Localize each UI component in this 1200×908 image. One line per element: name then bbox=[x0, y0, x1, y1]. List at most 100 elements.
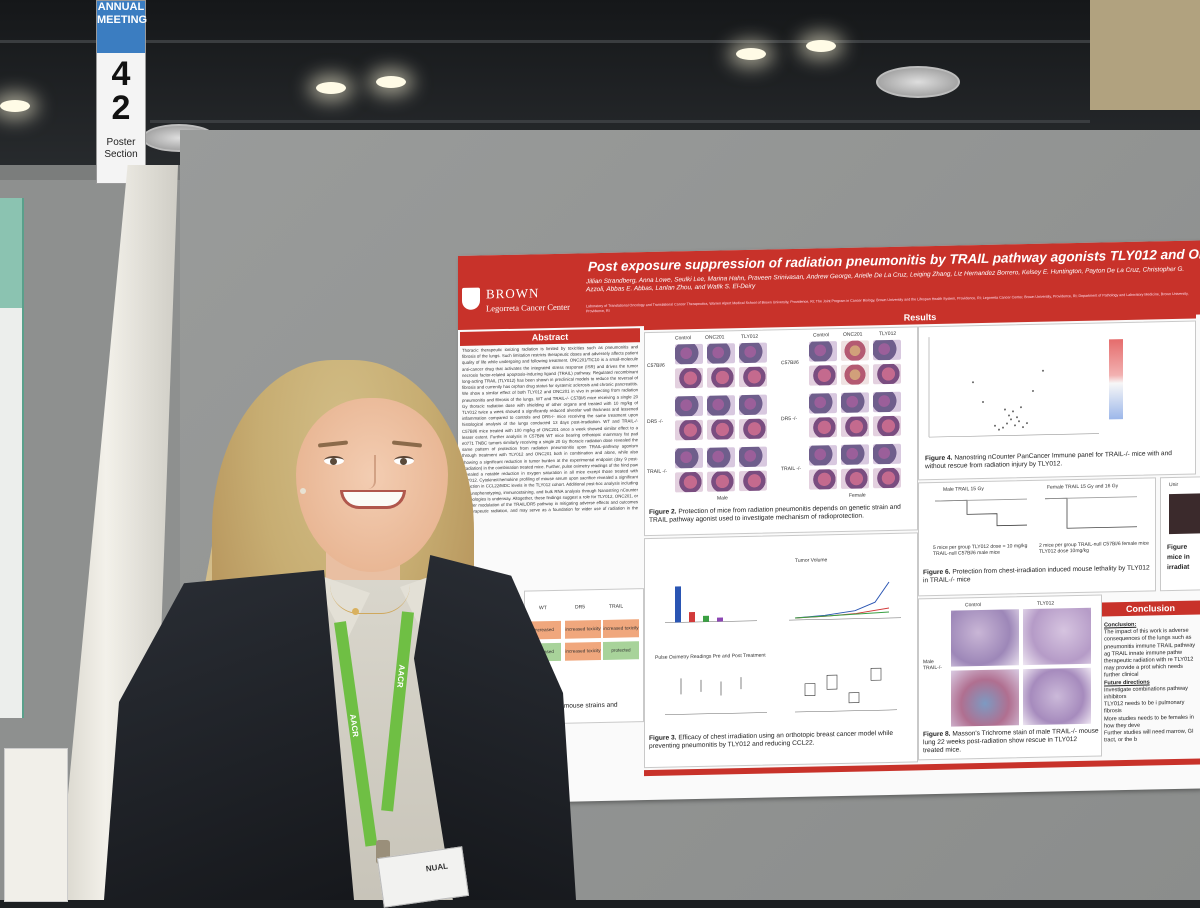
fig8-col-control: Control bbox=[965, 602, 982, 609]
fig3-tumor-volume-title: Tumor Volume bbox=[795, 557, 828, 564]
fig3-pulse-ox-chart bbox=[665, 677, 767, 715]
histology-image bbox=[809, 469, 837, 490]
fragment-top: Unir bbox=[1169, 481, 1179, 489]
histology-image bbox=[675, 367, 703, 389]
histology-image bbox=[739, 366, 767, 388]
ceiling-beam bbox=[150, 120, 1090, 123]
logo-name: BROWN bbox=[486, 285, 540, 302]
fig6-female-title: Female TRAIL 15 Gy and 16 Gy bbox=[1047, 483, 1119, 491]
volcano-plot bbox=[928, 337, 1099, 438]
ceiling-vent bbox=[876, 66, 960, 98]
necklace-pendant bbox=[352, 608, 359, 615]
necklace bbox=[330, 585, 410, 614]
fig3-caption-text: Efficacy of chest irradiation using an o… bbox=[649, 729, 893, 750]
sign-meeting-label: ANNUAL MEETING bbox=[97, 1, 147, 53]
table-cell: protected bbox=[603, 641, 639, 660]
histology-image bbox=[841, 416, 869, 437]
fig3-box-plot bbox=[795, 667, 897, 713]
table-cell: increased toxicity bbox=[565, 642, 601, 661]
lanyard-text: AACR bbox=[395, 664, 407, 689]
table-col-wt: WT bbox=[539, 605, 547, 612]
future-item: Further studies will need marrow, GI tra… bbox=[1104, 728, 1194, 744]
ceiling-light bbox=[376, 76, 406, 88]
fig2-row-trail-f: TRAIL -/- bbox=[781, 465, 802, 473]
histology-image bbox=[707, 419, 735, 440]
conclusion-body: Conclusion: The impact of this work is a… bbox=[1104, 620, 1200, 772]
fig2-col-onc201: ONC201 bbox=[705, 334, 725, 341]
trichrome-image bbox=[1023, 607, 1091, 666]
poster-section-sign: ANNUAL MEETING 4 2 Poster Section bbox=[96, 0, 147, 184]
histology-image bbox=[841, 468, 869, 489]
brown-shield-icon bbox=[462, 287, 480, 310]
fragment-line-1: mice in bbox=[1167, 553, 1190, 562]
cardboard-box bbox=[4, 748, 68, 902]
histology-image bbox=[873, 363, 901, 385]
fig2-col-control: Control bbox=[675, 335, 692, 342]
fig6-male-note: 5 mice per group TLY012 dose = 10 mg/kg … bbox=[933, 543, 1028, 558]
fig2-caption-label: Figure 2. bbox=[649, 508, 677, 516]
badge-text: NUAL bbox=[425, 861, 449, 874]
sign-number: 4 2 bbox=[97, 57, 145, 125]
fig6-female-note: 2 mice per group TRAIL-null C57Bl/6 fema… bbox=[1039, 540, 1149, 555]
fig2-male-label: Male bbox=[717, 495, 728, 502]
fig3-bar-chart bbox=[665, 586, 757, 623]
histology-image bbox=[739, 470, 767, 492]
eyebrow bbox=[317, 440, 349, 448]
sign-digit-1: 4 bbox=[111, 55, 131, 93]
histology-image bbox=[707, 367, 735, 388]
table-cell: increased toxicity bbox=[603, 619, 639, 638]
fig2-row-c57-f: C57Bl/6 bbox=[781, 359, 799, 367]
histology-image bbox=[707, 395, 735, 416]
ceiling-light bbox=[0, 100, 30, 112]
nose bbox=[364, 455, 376, 489]
trichrome-image bbox=[1023, 667, 1091, 726]
histology-image bbox=[739, 418, 767, 440]
fig2-row-c57: C57Bl/6 bbox=[647, 362, 665, 370]
figure-6: Male TRAIL 15 Gy Female TRAIL 15 Gy and … bbox=[918, 477, 1156, 597]
ceiling-light bbox=[736, 48, 766, 60]
survival-curves bbox=[935, 496, 1137, 529]
histology-image bbox=[873, 415, 901, 437]
table-col-dr5: DR5 bbox=[575, 604, 586, 611]
fig6-caption-label: Figure 6. bbox=[923, 568, 951, 577]
fig2-caption-text: Protection of mice from radiation pneumo… bbox=[649, 503, 901, 524]
conclusion-header: Conclusion bbox=[1102, 600, 1200, 617]
eyebrow bbox=[391, 440, 423, 448]
fragment-fig-label: Figure bbox=[1167, 543, 1188, 552]
brown-logo: BROWN Legorreta Cancer Center bbox=[462, 282, 570, 328]
histology-image bbox=[873, 467, 901, 489]
fig2-row-dr5-f: DR5 -/- bbox=[781, 415, 798, 423]
histology-image bbox=[707, 447, 735, 468]
histology-image bbox=[809, 365, 837, 386]
histology-image bbox=[675, 343, 703, 365]
eye bbox=[394, 456, 414, 465]
trichrome-image bbox=[951, 609, 1019, 667]
fig2-col-onc201-f: ONC201 bbox=[843, 331, 863, 338]
histology-image bbox=[873, 443, 901, 465]
histology-image bbox=[873, 391, 901, 413]
fig2-female-label: Female bbox=[849, 492, 866, 499]
eye bbox=[324, 456, 344, 465]
fragment-line-2: irradiat bbox=[1167, 563, 1190, 572]
fig3-caption-label: Figure 3. bbox=[649, 734, 677, 742]
smile bbox=[340, 490, 406, 509]
histology-image bbox=[707, 343, 735, 364]
sign-digit-2: 2 bbox=[111, 89, 131, 127]
conclusion-text: The impact of this work is adverse conse… bbox=[1104, 627, 1196, 679]
figure-2: Control ONC201 TLY012 Control ONC201 TLY… bbox=[644, 326, 918, 537]
figure-fragment-right: Unir Figure mice in irradiat bbox=[1160, 476, 1200, 592]
abstract-text: Thoracic therapeutic ionizing radiation … bbox=[462, 344, 638, 520]
fig8-caption: Figure 8. Masson's Trichrome stain of ma… bbox=[923, 728, 1099, 756]
histology-image bbox=[809, 341, 837, 362]
fig3-pulse-ox-title: Pulse Oximetry Readings Pre and Post Tre… bbox=[655, 652, 766, 661]
histology-image bbox=[739, 394, 767, 416]
ceiling-beam bbox=[0, 40, 1090, 43]
table-cell: increased toxicity bbox=[565, 620, 601, 639]
fig3-tumor-curve bbox=[789, 581, 901, 621]
histology-image bbox=[841, 444, 869, 465]
histology-image bbox=[841, 392, 869, 413]
trichrome-image bbox=[951, 669, 1019, 727]
fig2-col-control-f: Control bbox=[813, 332, 830, 339]
abstract-header: Abstract bbox=[460, 328, 640, 346]
histology-image bbox=[675, 419, 703, 441]
